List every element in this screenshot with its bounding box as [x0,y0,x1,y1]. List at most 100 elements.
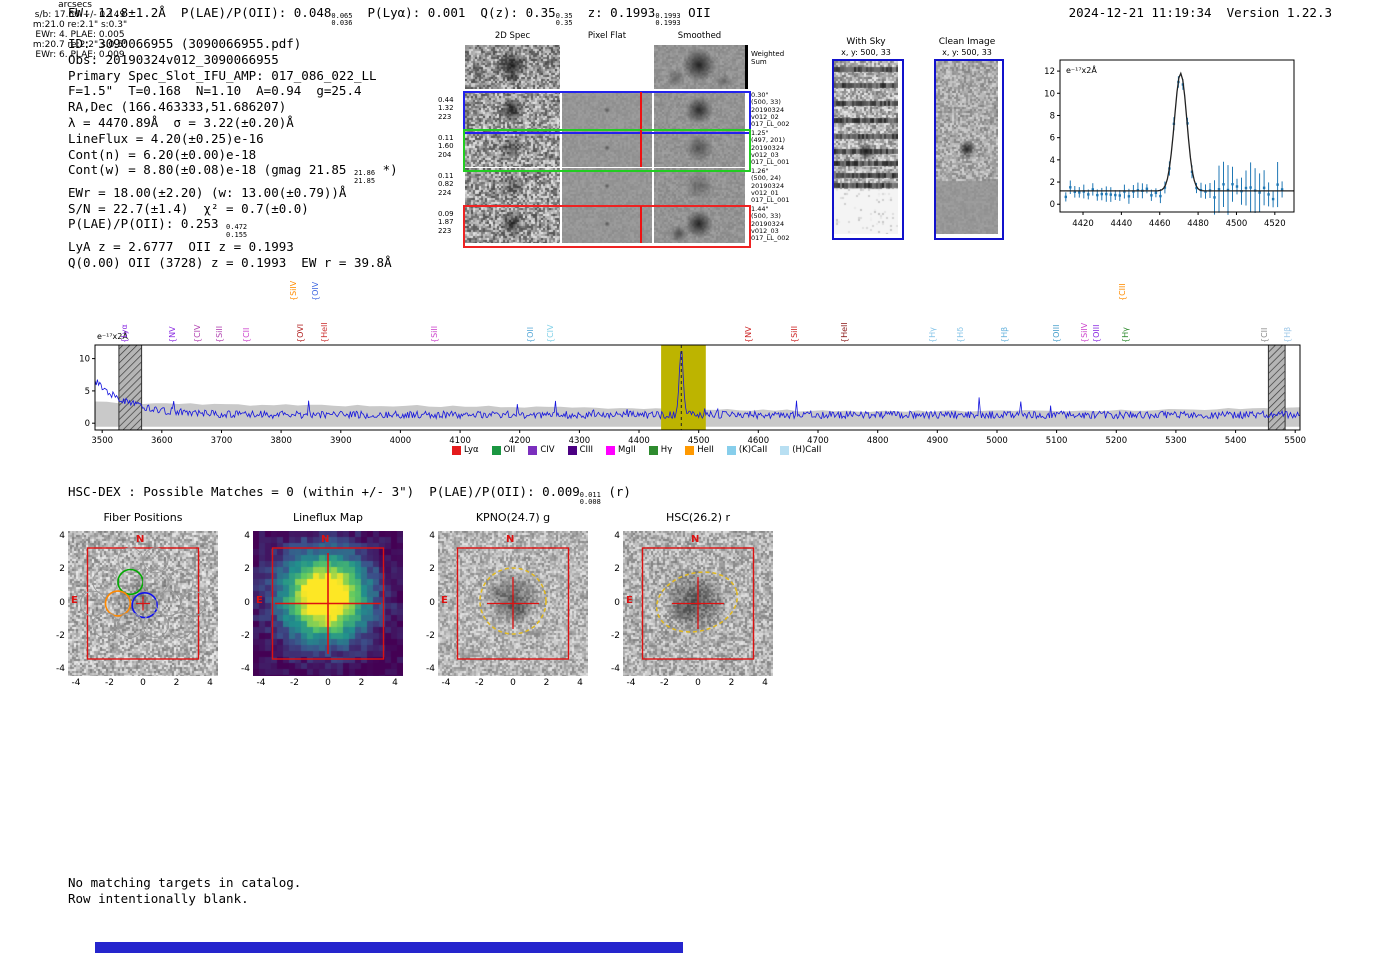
spec2d-row-right-labels: 1.44" (500, 33) 20190324 v012_03 017_LL_002 [751,205,790,243]
spec2d-row-smoothed-image [654,206,745,243]
cutout-ytick: 4 [429,531,435,542]
legend-item: MgII [606,445,636,455]
cutout-caption: EWr: 4. PLAE: 0.005 [35,30,125,40]
compass-north: N [321,534,330,545]
cutout-xlabel: arcsecs [58,0,92,10]
legend-swatch [685,445,695,455]
cutout-caption: s/b: 17.66 +/- 0.149 [34,10,126,20]
cutout-title-kpno: KPNO(24.7) g [475,511,551,524]
legend-swatch [528,445,538,455]
legend-item: HeII [685,445,714,455]
legend-label: (H)CaII [792,445,822,455]
svg-text:3700: 3700 [211,436,233,446]
svg-text:12: 12 [1044,67,1055,77]
line-marker-Hβ: {Hβ [1000,326,1010,343]
line-marker-OII: {OII [526,326,535,343]
line-marker-OIII: {OIII [1052,324,1062,343]
cutout-ytick: -2 [241,630,250,641]
spec2d-row-2dspec-image [465,206,560,243]
line-marker-Hδ: {Hδ [955,327,965,343]
full-spectrum-plot: 3500 3600 3700 3800 3900 4000 4100 4200 4300 4400… [78,340,1308,452]
info-line-0: ID: 3090066955 (3090066955.pdf) [68,36,302,51]
spec2d-row-2dspec-image [465,92,560,129]
footer-line-2: Row intentionally blank. [68,891,249,906]
legend-item: (K)CaII [726,445,767,455]
svg-text:3500: 3500 [91,436,113,446]
cutout-ytick: 4 [244,531,250,542]
cutout-overlay-hsc [641,547,755,660]
spec2d-red-marker-line [640,130,642,167]
svg-text:5000: 5000 [986,436,1008,446]
spec2d-row-right-labels: 1.25" (497, 201) 20190324 v012_03 017_LL_001 [751,129,790,167]
line-marker-HeII: {HeII [319,322,329,343]
legend-swatch [567,445,577,455]
info-line-10: S/N = 22.7(±1.4) χ² = 0.7(±0.0) [68,200,309,216]
cutout-xtick: -4 [71,678,81,688]
svg-text:6: 6 [1050,134,1055,144]
info-line-2: Primary Spec_Slot_IFU_AMP: 017_086_022_L… [68,67,377,83]
classification-color-bar [95,942,683,953]
spec2d-red-marker-line [640,92,642,129]
svg-text:10: 10 [79,355,90,365]
legend-item: Hγ [648,445,673,455]
withsky-image [834,61,898,234]
compass-east: E [71,595,78,606]
svg-text:3600: 3600 [151,436,173,446]
weighted-sum-label: Weighted Sum [751,50,785,67]
cutout-ytick: -4 [241,663,250,674]
cutout-xtick: 2 [728,678,735,688]
cutout-ytick: 2 [614,564,620,575]
svg-text:0: 0 [1050,200,1055,210]
svg-text:8: 8 [1050,111,1055,121]
cutout-panels: Fiber Positions N E -4 -4 -2 -2 0 0 2 2 4 4 arcsecs Li… [0,0,1400,688]
compass-east: E [441,595,448,606]
hsc-dex-line: HSC-DEX : Possible Matches = 0 (within +… [68,484,631,507]
cutout-xtick: 4 [577,678,583,688]
svg-text:5300: 5300 [1165,436,1187,446]
spectrum-legend: Lyα OII CIV CIII MgII Hγ HeII (K)CaII (H)CaII [452,445,821,455]
svg-text:5500: 5500 [1284,436,1306,446]
cutout-caption: m:21.0 re:2.1" s:0.3" [32,20,128,30]
line-marker-SiII: {SiII [429,325,439,343]
legend-item: Lyα [452,445,479,455]
cutout-ytick: -2 [426,630,435,641]
cutout-ytick: -4 [56,663,65,674]
clean-image-frame [934,59,1004,240]
cutout-xtick: 2 [358,678,365,688]
cutout-xtick: -4 [256,678,266,688]
line-marker-CIV: {CIV [546,324,556,343]
weighted-2dspec-image [465,45,560,89]
svg-text:5100: 5100 [1046,436,1068,446]
cutout-xtick: -2 [290,678,299,688]
info-line-9: EWr = 18.00(±2.20) (w: 13.00(±0.79))Å [68,184,347,200]
spec2d-row-smoothed-image [654,130,745,167]
legend-label: Hγ [660,445,673,455]
spec2d-col-title-smoothed: Smoothed [677,31,722,41]
cutout-xtick: 4 [207,678,213,688]
cutout-xtick: -4 [626,678,636,688]
line-marker-NV: {NV [743,326,753,343]
svg-text:4100: 4100 [449,436,471,446]
cutout-ytick: 0 [59,597,65,608]
svg-text:0: 0 [85,419,90,429]
cutout-title-lineflux: Lineflux Map [292,511,364,524]
svg-text:4700: 4700 [807,436,829,446]
line-marker-SiIV: {SiIV [288,280,298,301]
line-marker-SiII: {SiII [214,325,224,343]
compass-north: N [136,534,145,545]
svg-text:5400: 5400 [1225,436,1247,446]
svg-text:4: 4 [1050,156,1055,166]
line-marker-NV: {NV [167,326,177,343]
spec2d-row-left-labels: 0.44 1.32 223 [438,96,454,121]
line-marker-HeII: {HeII [839,322,849,343]
cutout-ytick: 0 [614,597,620,608]
cutout-ytick: -4 [426,663,435,674]
cutout-overlay-kpno [456,547,570,660]
header-summary-line: EW: 12.8±1.2Å P(LAE)/P(OII): 0.048 0.065 0… [68,5,711,28]
spec2d-row-smoothed-image [654,168,745,205]
spec2d-row-pixelflat-image [562,206,652,243]
spec2d-row-2dspec-image [465,130,560,167]
legend-item: CIII [567,445,593,455]
clean-image [936,61,998,234]
line-marker-CIII: {CIII [1117,283,1127,301]
